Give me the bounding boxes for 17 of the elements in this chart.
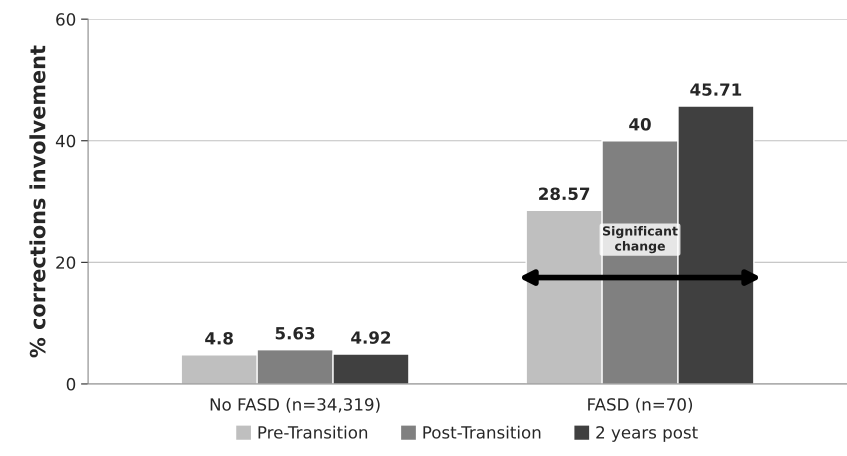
legend-label: Pre-Transition [258,426,368,439]
y-tick-label: 40 [56,134,76,148]
legend-label: 2 years post [596,426,698,442]
data-label: 28.57 [539,187,590,200]
data-label: 4.92 [351,331,390,344]
legend-label: Post-Transition [423,426,540,439]
x-tick-label: No FASD (n=34,319) [210,398,380,413]
data-label: 45.71 [690,83,742,96]
annotation: Significant change [602,226,678,254]
data-label: 5.63 [276,326,314,340]
data-label: 4.8 [205,332,233,345]
y-tick-label: 20 [56,256,76,269]
y-axis-title: % corrections involvement [29,46,46,358]
x-tick-label: FASD (n=70) [588,398,692,413]
y-tick-label: 60 [56,13,76,26]
y-tick-label: 0 [66,378,76,391]
data-label: 40 [629,118,651,131]
